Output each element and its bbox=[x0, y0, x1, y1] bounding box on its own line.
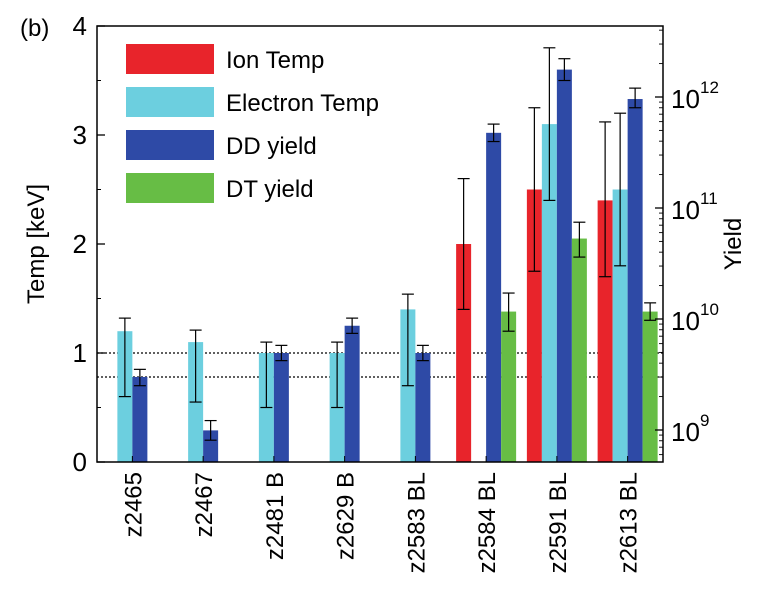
y-tick-label-4: 4 bbox=[73, 11, 87, 41]
y-tick-label-0: 0 bbox=[73, 447, 87, 477]
y2-tick-exponent-3: 12 bbox=[700, 78, 719, 97]
y-tick-label-2: 2 bbox=[73, 229, 87, 259]
bar-dd-yield-6 bbox=[556, 69, 572, 462]
x-tick-label-7: z2613 BL bbox=[616, 472, 643, 573]
legend-swatch-0 bbox=[126, 44, 214, 74]
bar-dt-yield-7 bbox=[642, 311, 658, 462]
y2-tick-label-2: 10 bbox=[671, 195, 700, 225]
legend-swatch-2 bbox=[126, 130, 214, 160]
bar-dt-yield-6 bbox=[571, 238, 587, 462]
x-tick-label-4: z2583 BL bbox=[403, 472, 430, 573]
x-tick-label-1: z2467 bbox=[191, 472, 218, 537]
y2-tick-exponent-1: 10 bbox=[700, 300, 719, 319]
y2-tick-exponent-2: 11 bbox=[700, 189, 718, 208]
bar-dd-yield-2 bbox=[273, 353, 289, 462]
x-tick-label-2: z2481 B bbox=[262, 472, 289, 560]
legend-label-3: DT yield bbox=[226, 176, 314, 203]
y-axis-label: Temp [keV] bbox=[23, 184, 50, 304]
bar-ion-temp-6 bbox=[526, 189, 542, 462]
bar-dd-yield-3 bbox=[344, 325, 360, 462]
legend-swatch-3 bbox=[126, 173, 214, 203]
bar-dd-yield-0 bbox=[132, 376, 148, 462]
legend-swatch-1 bbox=[126, 87, 214, 117]
y2-tick-label-1: 10 bbox=[671, 306, 700, 336]
x-tick-label-6: z2591 BL bbox=[545, 472, 572, 573]
bar-electron-temp-7 bbox=[612, 189, 628, 462]
y-tick-label-3: 3 bbox=[73, 120, 87, 150]
bar-dd-yield-1 bbox=[203, 430, 219, 462]
bar-ion-temp-5 bbox=[456, 244, 472, 462]
bar-ion-temp-7 bbox=[597, 200, 613, 462]
legend-label-0: Ion Temp bbox=[226, 47, 324, 74]
y2-tick-label-0: 10 bbox=[671, 417, 700, 447]
legend-label-1: Electron Temp bbox=[226, 90, 379, 117]
bar-dd-yield-4 bbox=[415, 353, 431, 462]
bar-electron-temp-6 bbox=[541, 124, 557, 462]
x-tick-label-0: z2465 bbox=[120, 472, 147, 537]
bar-dt-yield-5 bbox=[501, 311, 517, 462]
y2-axis-label: Yield bbox=[720, 218, 747, 270]
bar-dd-yield-5 bbox=[486, 132, 502, 462]
bar-dd-yield-7 bbox=[627, 99, 643, 462]
x-tick-label-5: z2584 BL bbox=[474, 472, 501, 573]
y-tick-label-1: 1 bbox=[73, 338, 87, 368]
legend-label-2: DD yield bbox=[226, 133, 317, 160]
panel-label: (b) bbox=[20, 15, 49, 42]
y2-tick-exponent-0: 9 bbox=[700, 411, 709, 430]
x-tick-label-3: z2629 B bbox=[333, 472, 360, 560]
y2-tick-label-3: 10 bbox=[671, 84, 700, 114]
